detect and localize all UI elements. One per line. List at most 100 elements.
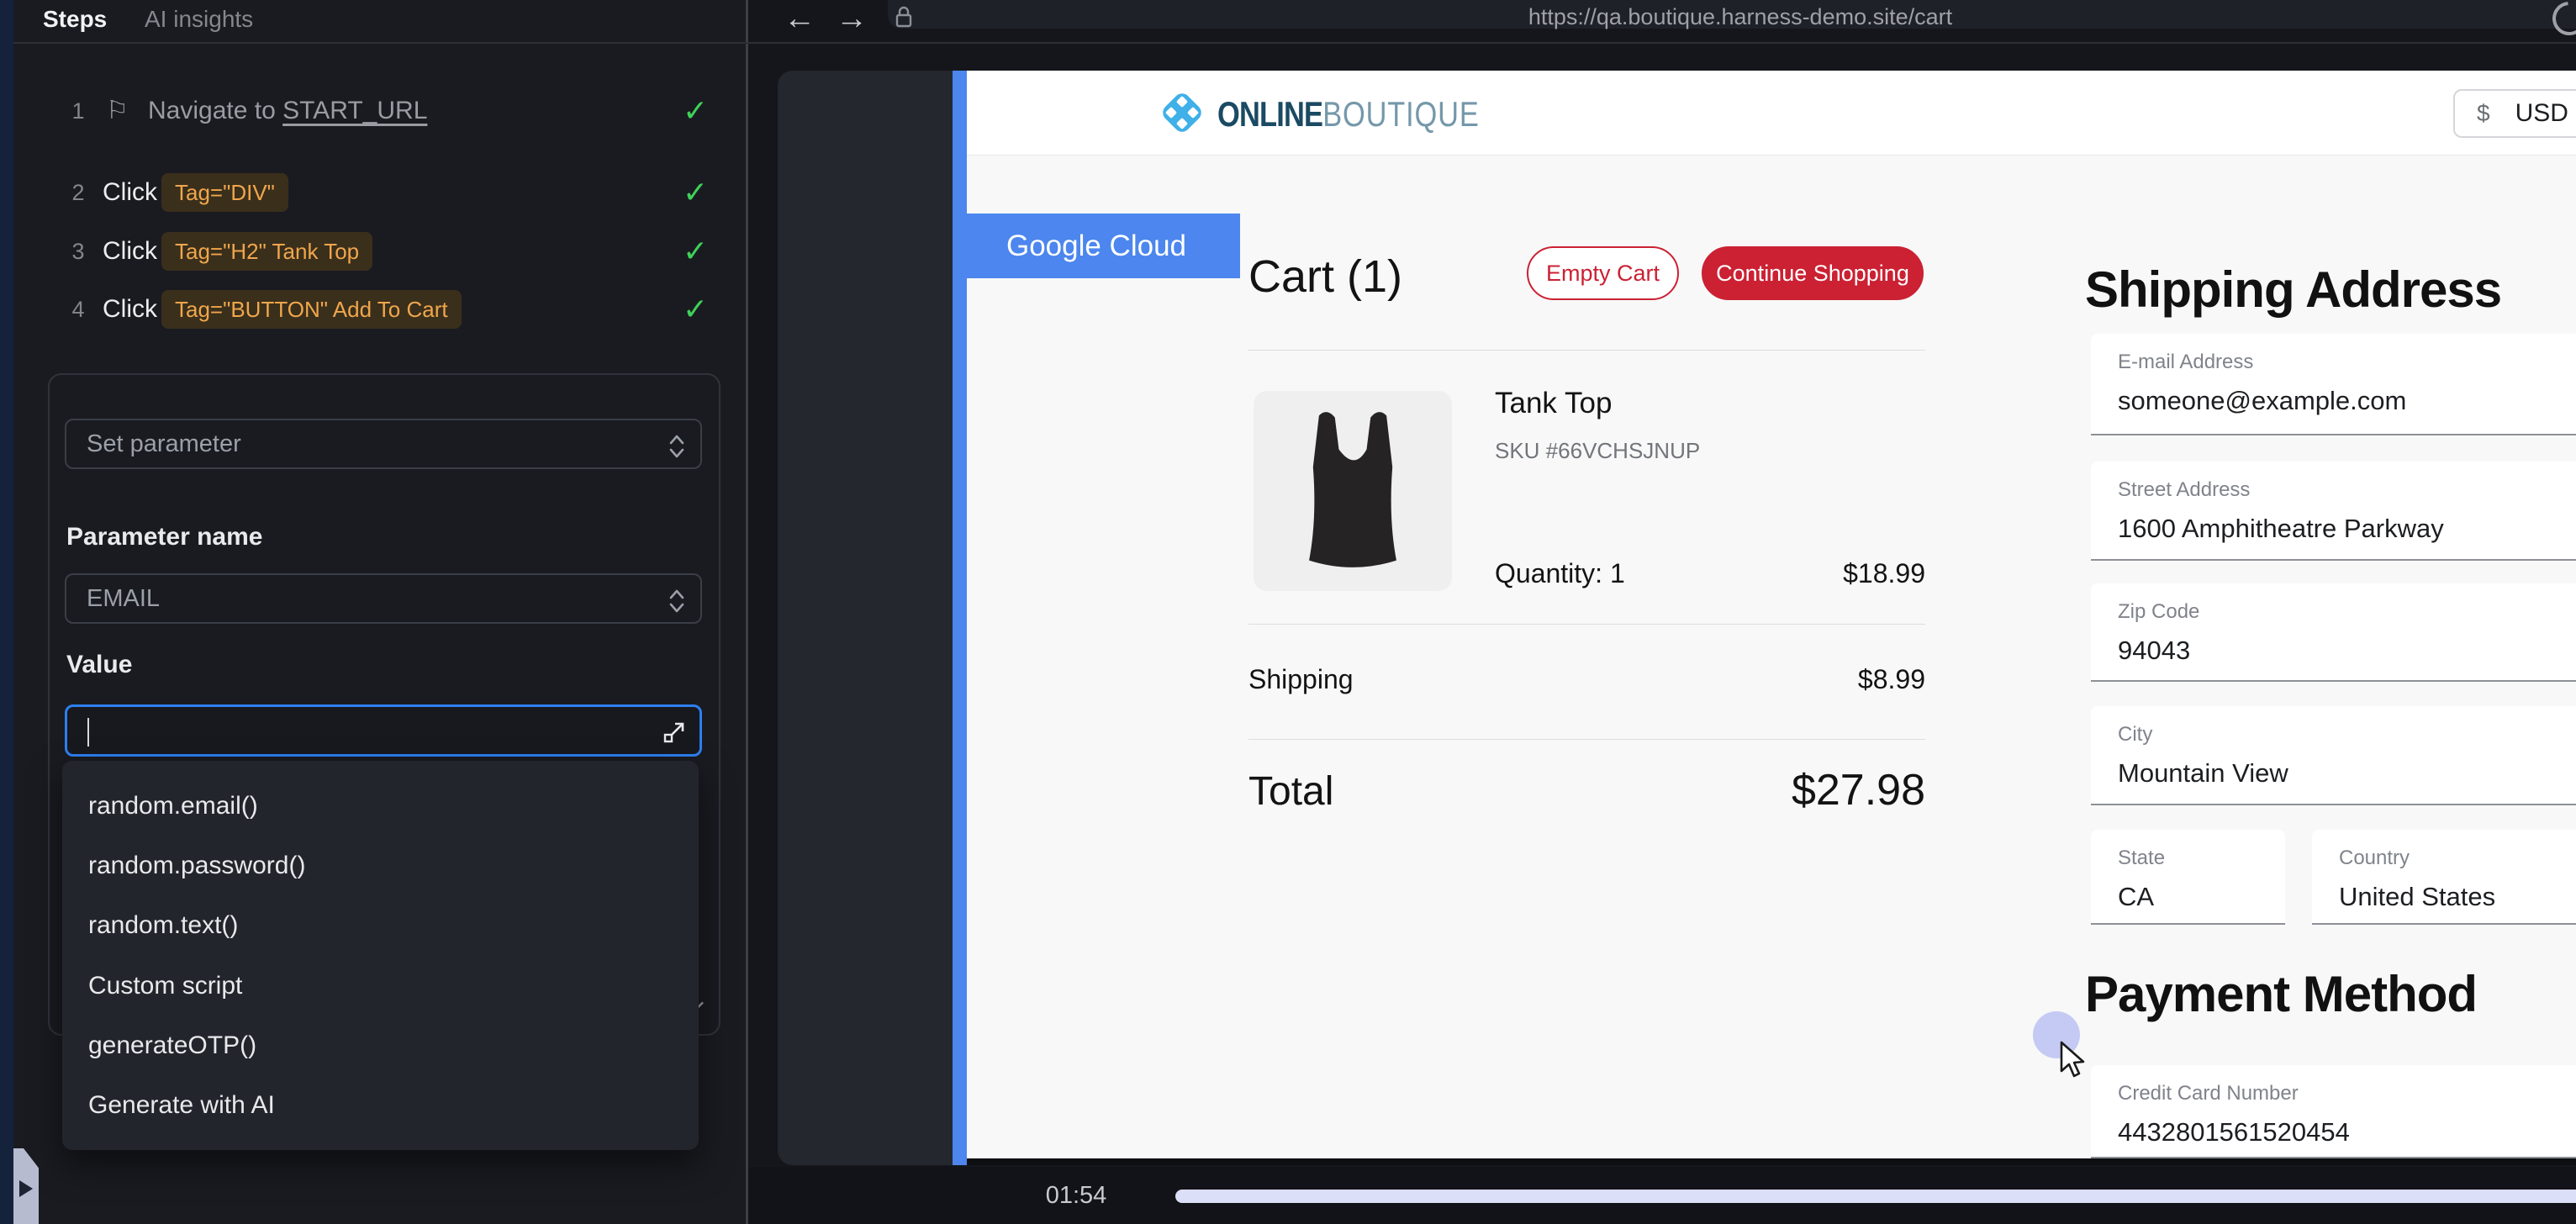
product-image bbox=[1254, 391, 1452, 591]
total-value: $27.98 bbox=[1791, 766, 1925, 815]
field-value: 1600 Amphitheatre Parkway bbox=[2118, 514, 2444, 543]
step-number: 4 bbox=[71, 297, 85, 322]
step-action: Click bbox=[103, 237, 157, 265]
url-text: https://qa.boutique.harness-demo.site/ca… bbox=[1528, 4, 1953, 29]
state-field[interactable]: State CA bbox=[2091, 830, 2285, 925]
tank-top-illustration bbox=[1309, 412, 1396, 567]
unfold-icon bbox=[667, 585, 687, 632]
step-number: 1 bbox=[71, 98, 85, 124]
back-button[interactable]: ← bbox=[784, 1, 816, 36]
street-field[interactable]: Street Address 1600 Amphitheatre Parkway bbox=[2091, 462, 2576, 561]
zip-field[interactable]: Zip Code 94043 bbox=[2091, 583, 2576, 682]
top-divider bbox=[13, 42, 2576, 44]
step-action: Click bbox=[103, 178, 157, 206]
step-passed-icon: ✓ bbox=[683, 93, 709, 128]
start-url-link[interactable]: START_URL bbox=[282, 97, 428, 124]
url-bar[interactable] bbox=[888, 0, 2576, 29]
google-cloud-ribbon: Google Cloud bbox=[953, 214, 1240, 278]
step-number: 2 bbox=[71, 180, 85, 205]
brand-bold: ONLINE bbox=[1217, 94, 1323, 134]
field-value: someone@example.com bbox=[2118, 386, 2407, 415]
step-passed-icon: ✓ bbox=[683, 234, 709, 268]
step-action: Click bbox=[103, 295, 157, 323]
step-number: 3 bbox=[71, 239, 85, 264]
action-select-value: Set parameter bbox=[87, 430, 241, 457]
left-nav-rail bbox=[0, 0, 13, 1224]
step-row-4[interactable]: 4 Click Tag="BUTTON" Add To Cart ✓ bbox=[13, 286, 746, 333]
divider bbox=[1248, 350, 1925, 351]
product-price: $18.99 bbox=[1843, 558, 1925, 588]
expand-editor-icon[interactable] bbox=[661, 719, 688, 750]
step-tag-badge: Tag="BUTTON" Add To Cart bbox=[161, 290, 462, 329]
step-action: Navigate to bbox=[148, 97, 276, 124]
cart-title: Cart (1) bbox=[1248, 251, 1403, 302]
field-label: Country bbox=[2339, 847, 2410, 869]
text-caret bbox=[87, 718, 89, 747]
shipping-cost-value: $8.99 bbox=[1857, 664, 1925, 694]
currency-symbol: $ bbox=[2477, 100, 2490, 126]
tab-ai-insights[interactable]: AI insights bbox=[145, 6, 254, 32]
panel-divider bbox=[746, 0, 748, 1224]
flag-icon: ⚐ bbox=[106, 97, 129, 124]
field-label: State bbox=[2118, 847, 2166, 869]
replay-timestamp: 01:54 bbox=[1045, 1182, 1107, 1209]
mouse-cursor bbox=[2058, 1041, 2095, 1087]
continue-shopping-button[interactable]: Continue Shopping bbox=[1702, 246, 1924, 300]
forward-button[interactable]: → bbox=[836, 1, 868, 36]
step-label: Navigate to START_URL bbox=[148, 87, 427, 135]
brand-light: BOUTIQUE bbox=[1322, 94, 1480, 134]
parameter-name-value: EMAIL bbox=[87, 585, 161, 612]
email-field[interactable]: E-mail Address someone@example.com bbox=[2091, 334, 2576, 435]
empty-cart-button[interactable]: Empty Cart bbox=[1527, 246, 1679, 300]
step-row-3[interactable]: 3 Click Tag="H2" Tank Top ✓ bbox=[13, 228, 746, 275]
field-label: E-mail Address bbox=[2118, 351, 2254, 373]
menu-item-custom-script[interactable]: Custom script bbox=[88, 972, 243, 1000]
step-row-1[interactable]: 1 ⚐ Navigate to START_URL ✓ bbox=[13, 87, 746, 135]
browser-viewport: ONLINEBOUTIQUE $ USD Google Cloud Cart (1… bbox=[778, 71, 2576, 1165]
menu-item-random-email[interactable]: random.email() bbox=[88, 792, 258, 820]
action-select[interactable]: Set parameter bbox=[65, 419, 702, 469]
divider bbox=[1248, 624, 1925, 625]
field-value: 4432801561520454 bbox=[2118, 1117, 2350, 1147]
product-sku: SKU #66VCHSJNUP bbox=[1495, 438, 1701, 463]
webpage: ONLINEBOUTIQUE $ USD Google Cloud Cart (1… bbox=[953, 71, 2576, 1165]
field-value: CA bbox=[2118, 882, 2155, 911]
parameter-name-label: Parameter name bbox=[66, 523, 263, 551]
field-value: United States bbox=[2339, 882, 2496, 911]
divider bbox=[1248, 739, 1925, 740]
step-row-2[interactable]: 2 Click Tag="DIV" ✓ bbox=[13, 169, 746, 216]
field-label: Street Address bbox=[2118, 478, 2251, 501]
value-input[interactable] bbox=[65, 704, 702, 757]
total-label: Total bbox=[1248, 769, 1334, 814]
online-boutique-wordmark[interactable]: ONLINEBOUTIQUE bbox=[1217, 94, 1480, 135]
page-footer-strip bbox=[967, 1158, 2576, 1165]
viewport-accent-strip bbox=[953, 71, 967, 1165]
field-value: 94043 bbox=[2118, 636, 2191, 665]
city-field[interactable]: City Mountain View bbox=[2091, 706, 2576, 805]
parameter-name-select[interactable]: EMAIL bbox=[65, 573, 702, 624]
field-label: Credit Card Number bbox=[2118, 1082, 2299, 1105]
menu-item-generate-otp[interactable]: generateOTP() bbox=[88, 1031, 257, 1059]
unfold-icon bbox=[667, 430, 687, 477]
play-icon bbox=[19, 1180, 33, 1197]
replay-progress-bar[interactable] bbox=[1175, 1190, 2576, 1203]
menu-item-random-text[interactable]: random.text() bbox=[88, 911, 239, 939]
tab-steps[interactable]: Steps bbox=[43, 6, 108, 32]
menu-item-random-password[interactable]: random.password() bbox=[88, 852, 306, 879]
replay-timeline-bar: 01:54 bbox=[748, 1167, 2576, 1224]
field-label: City bbox=[2118, 723, 2153, 746]
menu-item-generate-ai[interactable]: Generate with AI bbox=[88, 1091, 275, 1119]
product-name[interactable]: Tank Top bbox=[1495, 387, 1613, 419]
country-field[interactable]: Country United States bbox=[2312, 830, 2576, 925]
lock-icon bbox=[893, 5, 915, 34]
site-header: ONLINEBOUTIQUE $ USD bbox=[967, 71, 2576, 156]
value-label: Value bbox=[66, 651, 133, 678]
shipping-cost-label: Shipping bbox=[1248, 664, 1354, 694]
product-quantity: Quantity: 1 bbox=[1495, 558, 1625, 588]
payment-method-title: Payment Method bbox=[2085, 966, 2478, 1022]
step-passed-icon: ✓ bbox=[683, 175, 709, 209]
currency-selector[interactable]: $ USD bbox=[2453, 89, 2576, 138]
step-passed-icon: ✓ bbox=[683, 292, 709, 326]
credit-card-field[interactable]: Credit Card Number 4432801561520454 bbox=[2091, 1065, 2576, 1158]
